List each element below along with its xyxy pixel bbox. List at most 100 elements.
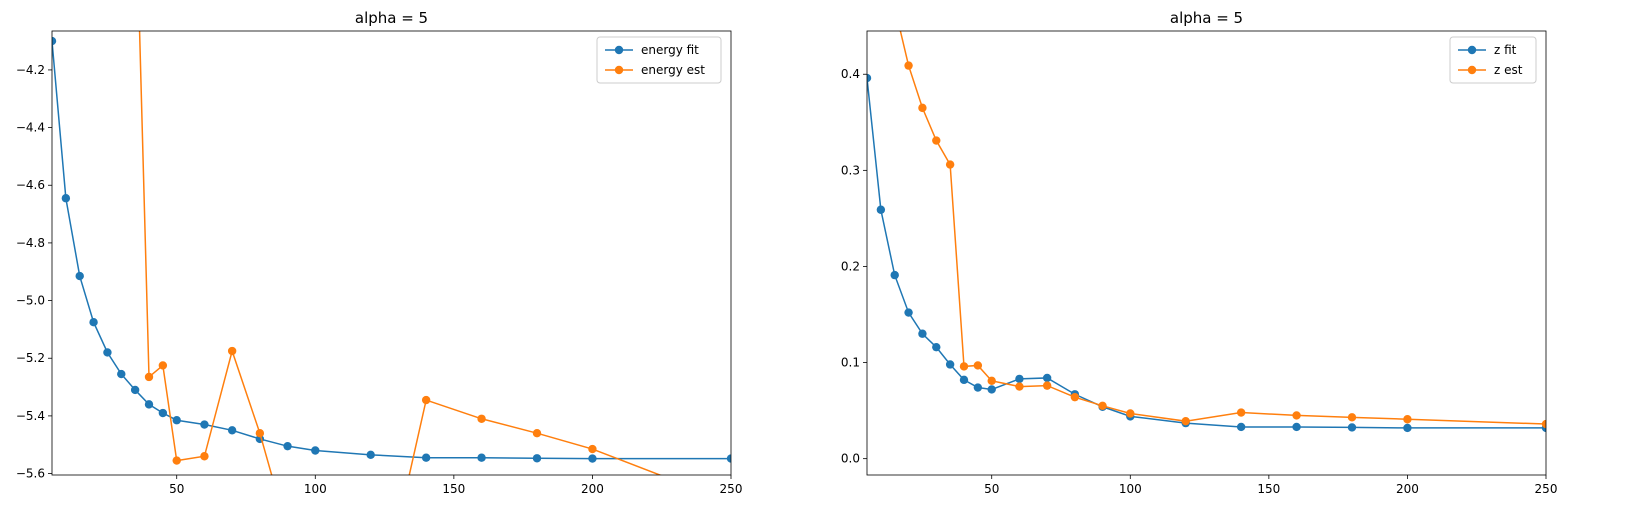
data-point — [932, 136, 941, 145]
data-point — [1403, 423, 1412, 433]
data-point — [1236, 408, 1246, 417]
data-point — [477, 414, 486, 423]
chart-panel-1: alpha = 5 50 100 150 200 250 −4.2 −4.4 −4.6 −4.8 −… — [16, 9, 743, 506]
x-tick-label: 250 — [720, 482, 743, 496]
data-point — [1098, 401, 1107, 411]
data-point — [227, 426, 237, 435]
legend-label: energy est — [641, 63, 705, 77]
data-point — [1042, 373, 1052, 383]
data-point — [918, 329, 927, 338]
data-point — [52, 36, 57, 46]
data-point — [932, 342, 941, 352]
legend-swatch-marker — [614, 65, 624, 75]
data-point — [959, 375, 969, 385]
data-point — [987, 376, 996, 386]
data-point — [421, 395, 431, 405]
data-point — [1015, 374, 1024, 384]
y-tick-label: 0.1 — [841, 356, 860, 370]
x-tick-label: 150 — [442, 482, 465, 496]
data-point — [945, 360, 955, 369]
legend-box — [1449, 36, 1537, 84]
plot-area — [867, 3, 1546, 433]
y-tick-label: −4.6 — [16, 178, 45, 192]
data-point — [421, 453, 431, 462]
x-tick-label: 200 — [1396, 482, 1419, 496]
data-point — [283, 441, 292, 451]
data-point — [904, 61, 913, 70]
y-tick-label: 0.2 — [841, 259, 860, 273]
data-point — [75, 271, 84, 281]
legend: energy fit energy est — [596, 36, 722, 84]
data-point — [117, 369, 126, 379]
data-point — [144, 372, 154, 382]
data-point — [588, 454, 597, 463]
data-point — [904, 308, 913, 317]
data-point — [1070, 392, 1080, 402]
data-point — [532, 428, 542, 438]
data-point — [200, 420, 209, 429]
data-point — [255, 428, 265, 438]
data-point — [891, 3, 899, 11]
data-point — [172, 416, 181, 425]
legend-label: z fit — [1494, 43, 1517, 57]
y-tick-label: −5.2 — [16, 351, 45, 365]
legend-swatch-marker — [614, 45, 624, 55]
legend-swatch-marker — [1467, 65, 1477, 75]
data-point — [727, 498, 735, 506]
data-point — [1126, 409, 1135, 418]
data-point — [1042, 381, 1052, 390]
data-point — [973, 361, 983, 370]
series-line-1 — [867, 78, 1546, 429]
y-tick-label: 0.4 — [841, 67, 860, 81]
y-tick-label: −4.8 — [16, 236, 45, 250]
data-point — [588, 444, 597, 454]
data-point — [477, 453, 486, 462]
axes-frame — [51, 30, 732, 476]
y-tick-label: −5.4 — [16, 409, 45, 423]
legend-box — [596, 36, 722, 84]
data-point — [158, 408, 168, 418]
data-point — [144, 400, 154, 409]
legend-label: z est — [1494, 63, 1523, 77]
y-tick-label: −5.6 — [16, 467, 45, 481]
chart-title: alpha = 5 — [355, 9, 428, 27]
data-point — [726, 454, 731, 463]
legend-label: energy fit — [641, 43, 699, 57]
x-tick-label: 200 — [581, 482, 604, 496]
data-point — [1347, 423, 1357, 432]
chart-panel-2: alpha = 5 50 100 150 200 250 0.0 0.1 0.2 0.3 0.4 z … — [841, 3, 1558, 496]
y-tick-label: 0.3 — [841, 163, 860, 177]
y-tick-label: −4.2 — [16, 63, 45, 77]
data-point — [1347, 413, 1357, 422]
axes-frame — [866, 30, 1547, 476]
y-tick-label: 0.0 — [841, 452, 860, 466]
y-tick-label: −5.0 — [16, 294, 45, 308]
data-point — [1403, 415, 1412, 424]
data-point — [61, 194, 71, 203]
data-point — [103, 348, 112, 357]
data-point — [1292, 411, 1301, 420]
data-point — [945, 160, 955, 169]
data-point — [366, 450, 375, 460]
data-point — [867, 73, 872, 83]
x-tick-label: 150 — [1257, 482, 1280, 496]
data-point — [1541, 419, 1546, 429]
data-point — [1292, 422, 1301, 432]
series-line-1 — [52, 41, 731, 460]
data-point — [959, 362, 969, 371]
data-point — [973, 383, 983, 392]
plot-area — [52, 31, 735, 506]
data-point — [918, 103, 927, 113]
x-tick-label: 50 — [984, 482, 999, 496]
chart-title: alpha = 5 — [1170, 9, 1243, 27]
legend: z fit z est — [1449, 36, 1537, 84]
data-point — [89, 317, 98, 327]
x-tick-label: 50 — [169, 482, 184, 496]
data-point — [227, 346, 237, 356]
series-line-2 — [138, 31, 662, 475]
x-tick-label: 250 — [1535, 482, 1558, 496]
data-point — [890, 270, 899, 280]
series-line-2 — [899, 31, 1546, 425]
data-point — [130, 385, 140, 395]
